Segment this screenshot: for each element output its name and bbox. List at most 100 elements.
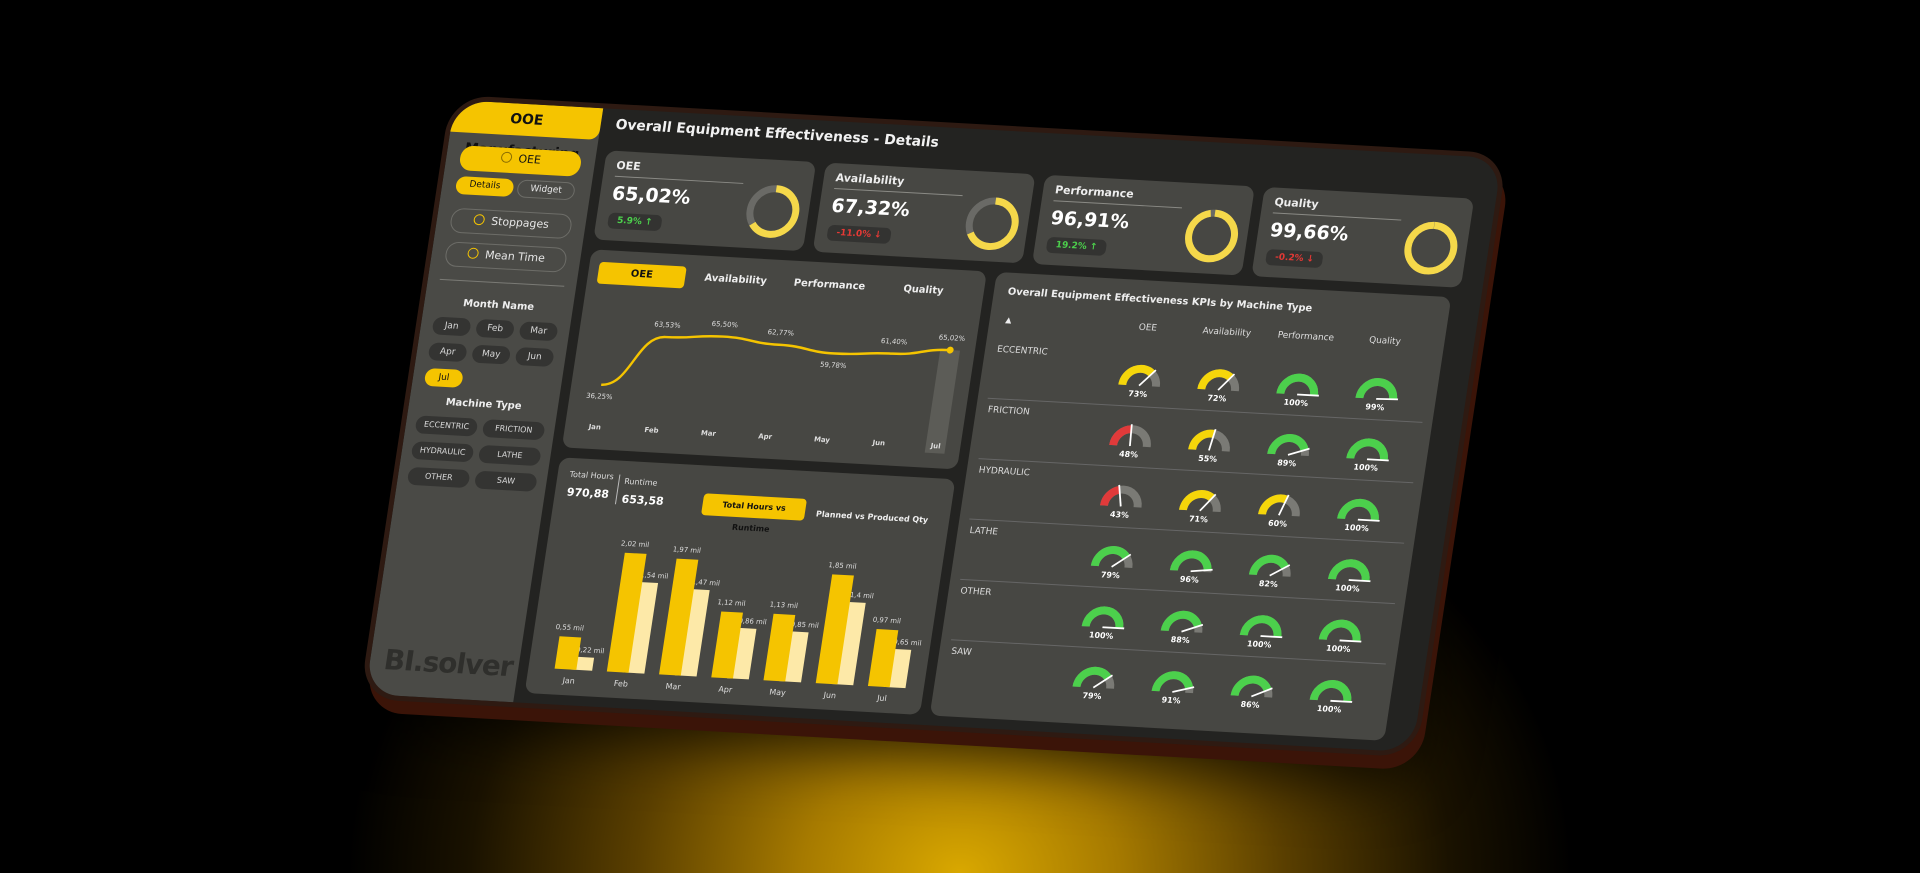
gauge-value	[1169, 550, 1212, 571]
month-filter[interactable]: May	[471, 344, 512, 365]
kpi-label: Quality	[1272, 195, 1404, 221]
x-tick-label: Jul	[929, 442, 941, 451]
kpi-card: OEE 65,02% 5.9% ↑	[593, 150, 817, 252]
gauge-label: 71%	[1188, 514, 1208, 524]
gauge-needle	[1296, 393, 1319, 397]
data-label: 0,86 mil	[738, 617, 767, 627]
gauge-needle	[1348, 579, 1371, 583]
gauge-value	[1337, 498, 1379, 521]
gauge-label: 72%	[1207, 393, 1227, 403]
donut-value	[746, 185, 800, 238]
bar	[606, 552, 647, 673]
machine-filter[interactable]: HYDRAULIC	[410, 441, 475, 463]
gauge-panel: Overall Equipment Effectiveness KPIs by …	[929, 271, 1452, 741]
data-label: 1,4 mil	[849, 591, 874, 600]
month-filter[interactable]: Jun	[514, 347, 555, 367]
gauge-value	[1090, 546, 1130, 567]
gauge-label: 96%	[1179, 575, 1199, 585]
gauge-label: 100%	[1088, 630, 1114, 640]
data-label: 63,53%	[654, 320, 682, 329]
sub-tab[interactable]: Widget	[515, 179, 576, 201]
row-divider	[951, 639, 1386, 665]
gauge-value	[1318, 619, 1361, 642]
month-filter[interactable]: Feb	[474, 318, 516, 339]
line	[600, 334, 951, 386]
nav-icon	[500, 151, 513, 164]
x-tick-label: Apr	[718, 685, 734, 695]
gauge-value	[1239, 615, 1282, 638]
data-label: 0,97 mil	[872, 616, 901, 626]
data-label: 62,77%	[767, 328, 795, 337]
gauge-value	[1230, 675, 1272, 697]
machine-filter[interactable]: FRICTION	[481, 419, 546, 441]
end-point	[946, 346, 954, 354]
month-filter[interactable]: Jan	[431, 316, 472, 337]
gauge-needle	[1251, 687, 1273, 698]
gauge-value	[1109, 425, 1132, 446]
nav-label: Mean Time	[484, 248, 546, 265]
dashboard: OOE Manufacturing Month Name Machine Typ…	[365, 100, 1503, 753]
x-tick-label: Jun	[871, 439, 886, 448]
donut-value	[965, 197, 1019, 251]
data-label: 36,25%	[586, 392, 614, 401]
gauge-needle	[1287, 447, 1310, 456]
gauge-label: 100%	[1353, 463, 1379, 473]
kpi-donut	[1404, 221, 1458, 275]
kpi-value: 65,02%	[610, 182, 693, 209]
nav-button[interactable]: OEE	[458, 145, 583, 177]
machine-filter[interactable]: OTHER	[406, 466, 471, 489]
gauge-needle	[1138, 369, 1157, 387]
gauge-label: 100%	[1325, 644, 1351, 654]
gauge-label: 100%	[1246, 639, 1272, 649]
gauge-needle	[1172, 686, 1195, 693]
page-title: Overall Equipment Effectiveness - Detail…	[614, 116, 940, 151]
data-label: 59,78%	[819, 361, 847, 370]
sub-tab[interactable]: Details	[454, 176, 515, 198]
kpi-donut	[1185, 209, 1239, 263]
gauge-label: 100%	[1335, 583, 1361, 593]
gauge-label: 55%	[1198, 454, 1218, 464]
bar	[554, 636, 582, 670]
gauge-value	[1179, 490, 1215, 511]
data-label: 1,13 mil	[769, 601, 798, 611]
x-tick-label: Feb	[644, 426, 659, 435]
x-tick-label: Feb	[613, 679, 628, 689]
gauge-needle	[1278, 494, 1290, 516]
nav-button[interactable]: Stoppages	[448, 207, 574, 240]
row-label: SAW	[951, 647, 973, 658]
row-divider	[978, 458, 1414, 484]
bar-panel: Total Hours 970,88 Runtime 653,58 Total Hour…	[524, 457, 956, 715]
machine-filter[interactable]: LATHE	[477, 444, 542, 467]
kpi-value: 96,91%	[1049, 207, 1131, 234]
gauge-value	[1118, 364, 1156, 386]
kpi-delta: 19.2% ↑	[1045, 236, 1108, 256]
donut-value	[1404, 221, 1458, 275]
x-tick-label: Mar	[665, 682, 682, 692]
bar	[711, 611, 743, 679]
gauge-value	[1355, 378, 1398, 400]
row-label: LATHE	[969, 526, 999, 538]
month-filter[interactable]: Apr	[427, 342, 468, 363]
kpi-donut	[965, 197, 1019, 251]
month-filter[interactable]: Jul	[423, 367, 464, 388]
gauge-value	[1327, 559, 1370, 582]
gauge-needle	[1357, 518, 1380, 522]
gauge-value	[1309, 680, 1352, 702]
row-divider	[969, 518, 1405, 544]
nav-button[interactable]: Mean Time	[443, 241, 569, 273]
gauge-needle	[1092, 674, 1113, 689]
machine-filter[interactable]: ECCENTRIC	[414, 415, 479, 437]
kpi-label: Performance	[1053, 183, 1185, 209]
data-label: 65,50%	[711, 320, 739, 329]
month-filter[interactable]: Mar	[518, 321, 559, 342]
data-label: 0,65 mil	[893, 638, 922, 648]
machine-filter[interactable]: SAW	[473, 470, 538, 492]
kpi-card: Availability 67,32% -11.0% ↓	[812, 162, 1036, 264]
gauge-label: 43%	[1109, 510, 1129, 520]
row-label: HYDRAULIC	[978, 466, 1031, 479]
filter-title: Month Name	[462, 298, 535, 314]
line-chart: 36,25% Jan 63,53% Feb 65,50% Mar 62,77% Apr 59,7…	[586, 320, 966, 454]
gauge-label: 91%	[1161, 695, 1181, 705]
bar	[815, 574, 854, 685]
